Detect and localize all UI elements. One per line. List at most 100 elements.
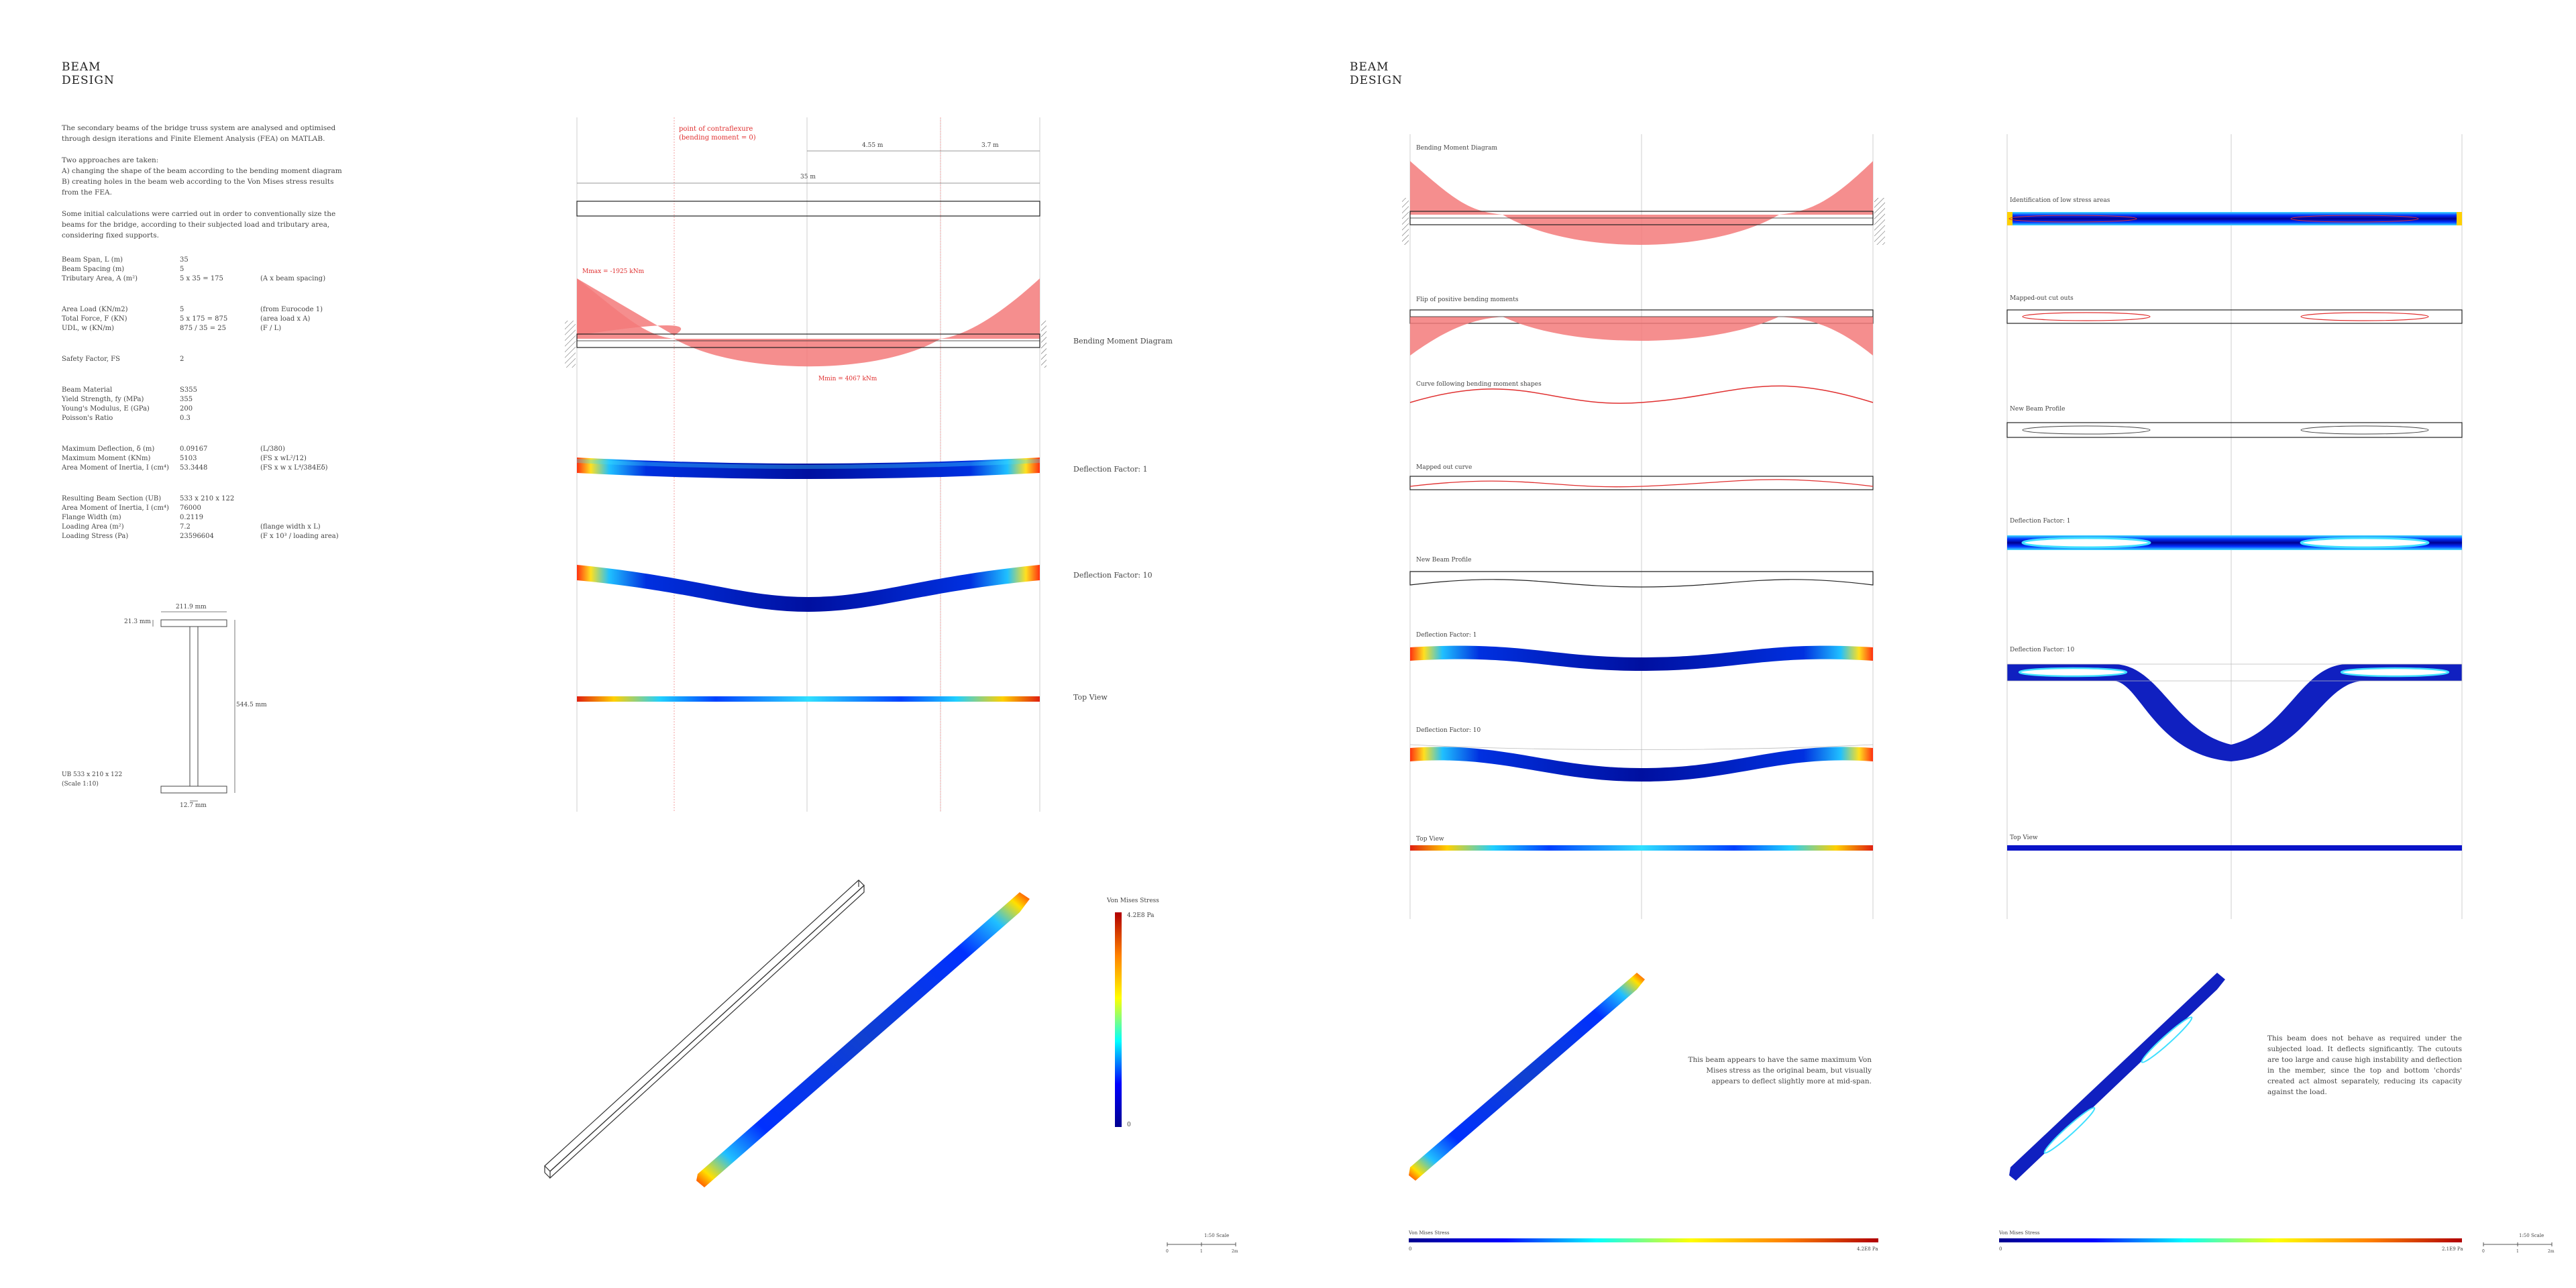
a-mapped-label: Mapped out curve — [1416, 464, 1472, 471]
a-df10-label: Deflection Factor: 10 — [1416, 727, 1481, 734]
a-description: This beam appears to have the same maxim… — [1688, 1056, 1872, 1085]
property-label: Yield Strength, fy (MPa) — [62, 396, 144, 403]
property-label: Maximum Moment (KNm) — [62, 455, 151, 462]
property-note: (from Eurocode 1) — [260, 306, 323, 313]
property-value: S355 — [180, 386, 197, 394]
left-title: BEAM DESIGN — [62, 60, 115, 87]
df10-label: Deflection Factor: 10 — [1073, 571, 1152, 580]
approach-a-diagram — [1402, 134, 1885, 919]
property-value: 355 — [180, 396, 193, 403]
property-label: Maximum Deflection, δ (m) — [62, 445, 155, 453]
scale-left-bar — [1167, 1242, 1236, 1246]
dim-label-2: 3.7 m — [981, 142, 999, 149]
b-df10-label: Deflection Factor: 10 — [2010, 647, 2075, 653]
property-label: Loading Area (m²) — [62, 523, 124, 531]
a-bmd-label: Bending Moment Diagram — [1416, 145, 1497, 152]
scale-right-bar — [2483, 1242, 2553, 1246]
section-depth-label: 544.5 mm — [236, 702, 267, 708]
a-profile-label: New Beam Profile — [1416, 557, 1472, 564]
property-label: Safety Factor, FS — [62, 356, 120, 363]
property-note: (FS x wL²/12) — [260, 455, 307, 462]
approach-a-3d-beam — [1409, 973, 1645, 1181]
isometric-beams — [544, 879, 1030, 1187]
section-web-label: 12.7 mm — [180, 802, 207, 809]
b-low-stress-label: Identification of low stress areas — [2010, 197, 2110, 204]
section-width-label: 211.9 mm — [176, 604, 207, 610]
property-label: Area Moment of Inertia, I (cm⁴) — [62, 504, 169, 512]
a-bar-max: 4.2E8 Pa — [1857, 1246, 1878, 1252]
property-value: 533 x 210 x 122 — [180, 495, 235, 502]
intro-paragraph: The secondary beams of the bridge truss … — [62, 123, 343, 241]
b-cutouts-label: Mapped-out cut outs — [2010, 295, 2074, 302]
initial-calcs-text: Some initial calculations were carried o… — [62, 210, 336, 239]
approach-b-3d-beam — [2009, 973, 2225, 1181]
property-note: (F x 10³ / loading area) — [260, 533, 339, 540]
property-label: Flange Width (m) — [62, 514, 121, 521]
mmin-label: Mmin = 4067 kNm — [818, 376, 877, 382]
property-value: 200 — [180, 405, 193, 413]
property-label: Loading Stress (Pa) — [62, 533, 129, 540]
left-title-line1: BEAM — [62, 60, 101, 74]
scale-right-tick-0: 0 — [2482, 1249, 2485, 1254]
a-horizontal-colorbar — [1409, 1238, 1878, 1242]
scale-right-tick-2: 2m — [2548, 1249, 2555, 1254]
property-value: 23596604 — [180, 533, 214, 540]
df1-label: Deflection Factor: 1 — [1073, 465, 1148, 474]
contraflexure-line1: point of contraflexure — [679, 125, 753, 133]
b-bar-max: 2.1E9 Pa — [2442, 1246, 2463, 1252]
mmax-label: Mmax = -1925 kNm — [582, 268, 645, 275]
b-bar-title: Von Mises Stress — [1999, 1230, 2040, 1236]
a-curve-label: Curve following bending moment shapes — [1416, 381, 1542, 388]
beam-elevation — [576, 201, 1040, 217]
approach-b-diagram — [2006, 134, 2463, 919]
original-beam-diagram — [565, 117, 1046, 812]
scale-right-tick-1: 1 — [2516, 1249, 2519, 1254]
property-note: (F / L) — [260, 325, 282, 332]
a-df1-label: Deflection Factor: 1 — [1416, 632, 1477, 639]
vertical-colorbar — [1115, 912, 1122, 1127]
dim-span-label: 35 m — [800, 174, 816, 180]
property-value: 0.2119 — [180, 514, 203, 521]
b-top-label: Top View — [2010, 835, 2038, 841]
property-label: Tributary Area, A (m²) — [62, 275, 138, 282]
property-value: 5103 — [180, 455, 197, 462]
left-title-line2: DESIGN — [62, 74, 115, 87]
property-note: (FS x w x L⁴/384Eδ) — [260, 464, 328, 472]
top-view-label: Top View — [1073, 693, 1108, 702]
dim-label-1: 4.55 m — [862, 142, 883, 149]
scale-left-title: 1:50 Scale — [1204, 1233, 1230, 1238]
contraflexure-line2: (bending moment = 0) — [679, 134, 756, 142]
intro-text: The secondary beams of the bridge truss … — [62, 124, 336, 143]
property-value: 35 — [180, 256, 189, 264]
i-section-drawing — [152, 611, 235, 802]
property-note: (area load x A) — [260, 315, 311, 323]
property-value: 5 — [180, 306, 184, 313]
b-df1-label: Deflection Factor: 1 — [2010, 518, 2071, 525]
property-value: 5 — [180, 266, 184, 273]
approach-b: B) creating holes in the beam web accord… — [62, 178, 334, 197]
b-profile-label: New Beam Profile — [2010, 406, 2065, 413]
property-value: 5 x 35 = 175 — [180, 275, 223, 282]
property-label: UDL, w (KN/m) — [62, 325, 115, 332]
property-value: 7.2 — [180, 523, 191, 531]
fea-3d-beam — [696, 892, 1030, 1187]
property-value: 875 / 35 = 25 — [180, 325, 226, 332]
a-top-label: Top View — [1416, 836, 1444, 843]
property-label: Beam Spacing (m) — [62, 266, 125, 273]
scale-left-tick-2: 2m — [1232, 1249, 1238, 1254]
section-caption: UB 533 x 210 x 122 — [62, 771, 123, 778]
a-flip-label: Flip of positive bending moments — [1416, 297, 1519, 303]
b-description: This beam does not behave as required un… — [2267, 1034, 2462, 1096]
property-label: Young's Modulus, E (GPa) — [62, 405, 150, 413]
right-title: BEAM DESIGN — [1350, 60, 1403, 87]
property-value: 2 — [180, 356, 184, 363]
a-bar-min: 0 — [1409, 1246, 1412, 1252]
bmd-label: Bending Moment Diagram — [1073, 337, 1173, 345]
property-label: Total Force, F (KN) — [62, 315, 127, 323]
colorbar-max: 4.2E8 Pa — [1127, 912, 1155, 919]
property-note: (A x beam spacing) — [260, 275, 326, 282]
contraflexure-label: point of contraflexure (bending moment =… — [679, 125, 756, 142]
approach-a: A) changing the shape of the beam accord… — [62, 167, 342, 175]
scale-left-tick-0: 0 — [1166, 1249, 1169, 1254]
approaches-title: Two approaches are taken: — [62, 156, 159, 164]
